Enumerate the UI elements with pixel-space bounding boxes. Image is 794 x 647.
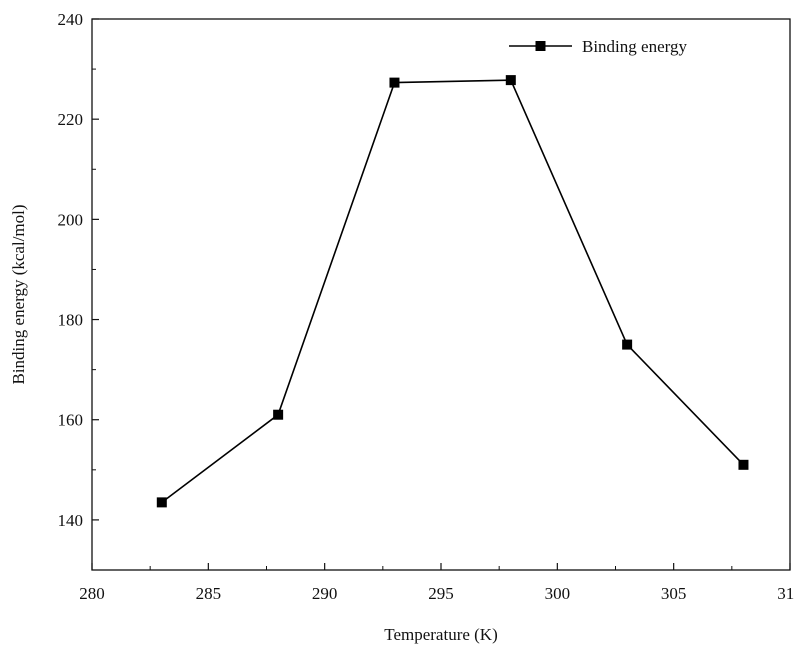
ticks: 280 285 290 295 300 305 310 140 160 180 200 220 240 (58, 10, 794, 603)
x-tick-label: 300 (545, 584, 571, 603)
x-tick-label: 305 (661, 584, 687, 603)
x-tick-label: 295 (428, 584, 454, 603)
plot-area (156, 75, 749, 508)
legend-label: Binding energy (582, 37, 687, 56)
data-point (505, 75, 516, 86)
x-tick-label: 285 (196, 584, 222, 603)
y-tick-label: 160 (58, 411, 84, 430)
series-line (161, 79, 745, 504)
y-tick-label: 240 (58, 10, 84, 29)
legend-marker (535, 41, 546, 51)
y-tick-label: 220 (58, 110, 84, 129)
x-tick-label: 290 (312, 584, 338, 603)
axes (91, 18, 791, 571)
data-point (273, 409, 284, 420)
y-tick-label: 200 (58, 210, 84, 229)
x-axis-title: Temperature (K) (384, 625, 498, 644)
x-tick-label: 310 (777, 584, 794, 603)
legend: Binding energy (509, 37, 687, 56)
y-tick-label: 180 (58, 311, 84, 330)
data-point (156, 497, 167, 508)
x-tick-label: 280 (79, 584, 105, 603)
y-tick-label: 140 (58, 511, 84, 530)
y-axis-title: Binding energy (kcal/mol) (9, 204, 28, 384)
data-point (738, 459, 749, 470)
data-point (622, 339, 633, 350)
plot-frame (91, 18, 791, 571)
data-point (389, 77, 400, 88)
